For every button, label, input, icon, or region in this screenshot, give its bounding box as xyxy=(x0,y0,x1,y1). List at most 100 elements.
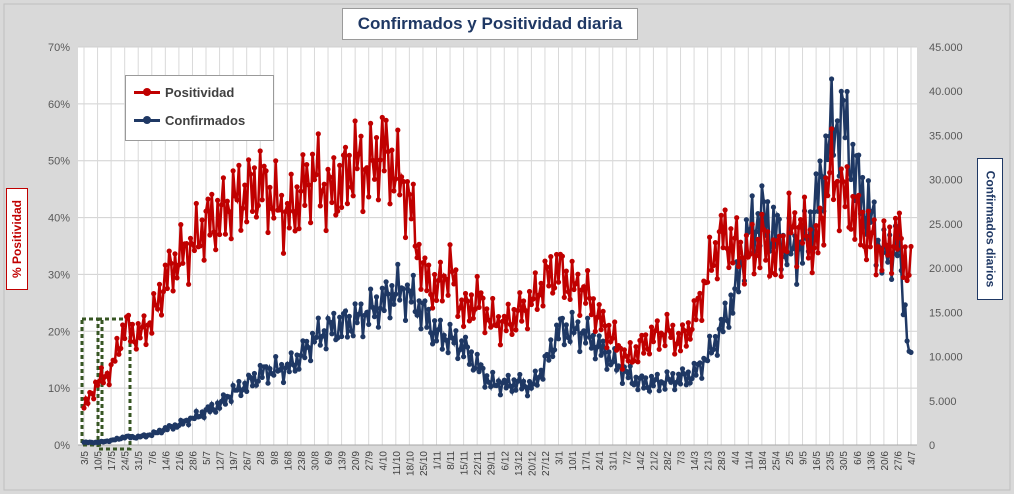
point-positividad-307 xyxy=(676,330,682,336)
point-confirmados-208 xyxy=(484,373,490,379)
point-confirmados-391 xyxy=(838,88,844,94)
point-positividad-25 xyxy=(129,321,135,327)
point-positividad-28 xyxy=(135,321,141,327)
point-positividad-24 xyxy=(127,338,134,344)
point-confirmados-266 xyxy=(596,333,602,339)
point-confirmados-176 xyxy=(422,298,428,304)
point-positividad-176 xyxy=(422,255,428,261)
point-positividad-413 xyxy=(881,218,887,224)
legend-swatch-positividad xyxy=(134,87,160,96)
x-tick-label: 4/7 xyxy=(907,451,918,465)
point-positividad-369 xyxy=(796,224,802,230)
point-positividad-234 xyxy=(534,306,540,312)
point-positividad-331 xyxy=(722,207,728,213)
point-positividad-137 xyxy=(346,152,352,158)
point-positividad-265 xyxy=(594,314,600,320)
point-confirmados-220 xyxy=(507,383,513,389)
x-tick-label: 8/11 xyxy=(446,451,457,470)
point-confirmados-275 xyxy=(614,367,620,373)
point-positividad-162 xyxy=(395,127,401,133)
point-positividad-279 xyxy=(621,347,628,353)
point-positividad-103 xyxy=(280,250,287,256)
point-confirmados-152 xyxy=(375,324,381,330)
point-confirmados-202 xyxy=(472,365,478,371)
point-confirmados-165 xyxy=(401,286,407,292)
point-positividad-193 xyxy=(455,313,461,319)
x-tick-label: 15/11 xyxy=(460,451,471,476)
x-tick-label: 26/7 xyxy=(243,451,254,471)
point-positividad-251 xyxy=(567,296,573,302)
point-positividad-41 xyxy=(160,289,166,295)
point-confirmados-427 xyxy=(908,349,914,355)
point-confirmados-256 xyxy=(577,348,583,355)
point-confirmados-345 xyxy=(749,193,755,199)
point-confirmados-230 xyxy=(526,378,533,385)
point-confirmados-268 xyxy=(600,338,606,344)
point-confirmados-143 xyxy=(358,301,364,307)
left-tick-label: 60% xyxy=(48,99,70,111)
point-positividad-128 xyxy=(329,199,335,206)
point-confirmados-260 xyxy=(585,315,591,321)
point-positividad-406 xyxy=(867,244,873,250)
point-confirmados-353 xyxy=(765,199,771,205)
point-positividad-340 xyxy=(739,255,746,261)
point-confirmados-242 xyxy=(550,353,556,360)
point-confirmados-107 xyxy=(288,350,294,356)
point-positividad-263 xyxy=(590,296,597,302)
point-positividad-423 xyxy=(900,274,906,280)
point-positividad-161 xyxy=(393,176,399,182)
point-confirmados-43 xyxy=(164,427,170,433)
point-positividad-7 xyxy=(95,382,101,388)
x-tick-label: 4/10 xyxy=(378,451,389,471)
point-confirmados-234 xyxy=(534,382,540,388)
right-tick-label: 15.000 xyxy=(929,307,963,319)
point-confirmados-70 xyxy=(217,405,223,411)
point-positividad-401 xyxy=(858,242,864,248)
point-confirmados-89 xyxy=(253,382,259,388)
point-confirmados-405 xyxy=(865,178,872,184)
right-tick-label: 30.000 xyxy=(929,175,963,187)
point-positividad-189 xyxy=(447,242,453,248)
point-positividad-175 xyxy=(420,260,426,266)
point-positividad-209 xyxy=(486,317,492,323)
point-positividad-108 xyxy=(290,208,296,214)
point-confirmados-77 xyxy=(230,382,236,389)
point-positividad-242 xyxy=(550,290,556,296)
point-positividad-387 xyxy=(830,196,837,203)
point-positividad-236 xyxy=(538,280,544,286)
point-confirmados-415 xyxy=(885,259,891,265)
point-confirmados-281 xyxy=(625,375,631,381)
point-confirmados-375 xyxy=(807,209,813,215)
point-positividad-204 xyxy=(476,304,482,310)
point-positividad-188 xyxy=(445,292,451,298)
point-positividad-153 xyxy=(377,157,383,163)
point-confirmados-138 xyxy=(348,328,354,334)
point-positividad-79 xyxy=(234,197,240,203)
point-confirmados-61 xyxy=(199,409,205,415)
point-confirmados-161 xyxy=(393,291,399,297)
x-tick-label: 14/6 xyxy=(161,451,172,471)
point-positividad-181 xyxy=(432,271,438,278)
point-confirmados-323 xyxy=(707,333,713,339)
point-confirmados-322 xyxy=(705,358,711,364)
x-tick-label: 9/5 xyxy=(799,451,810,465)
point-positividad-171 xyxy=(412,243,418,249)
point-positividad-348 xyxy=(755,236,761,242)
point-confirmados-347 xyxy=(753,229,759,235)
point-confirmados-335 xyxy=(730,310,736,316)
x-tick-label: 13/9 xyxy=(338,451,349,471)
point-confirmados-299 xyxy=(660,380,666,386)
point-confirmados-333 xyxy=(726,324,732,330)
point-positividad-205 xyxy=(478,290,484,296)
point-confirmados-144 xyxy=(360,334,366,340)
point-confirmados-240 xyxy=(546,357,552,363)
x-tick-label: 2/8 xyxy=(256,451,267,465)
point-positividad-419 xyxy=(892,215,899,221)
point-positividad-0 xyxy=(81,405,87,411)
point-confirmados-170 xyxy=(410,272,416,278)
x-tick-label: 30/5 xyxy=(839,451,850,471)
point-positividad-99 xyxy=(273,158,279,164)
point-confirmados-158 xyxy=(387,315,393,321)
point-confirmados-280 xyxy=(623,368,629,374)
point-positividad-243 xyxy=(552,285,558,291)
